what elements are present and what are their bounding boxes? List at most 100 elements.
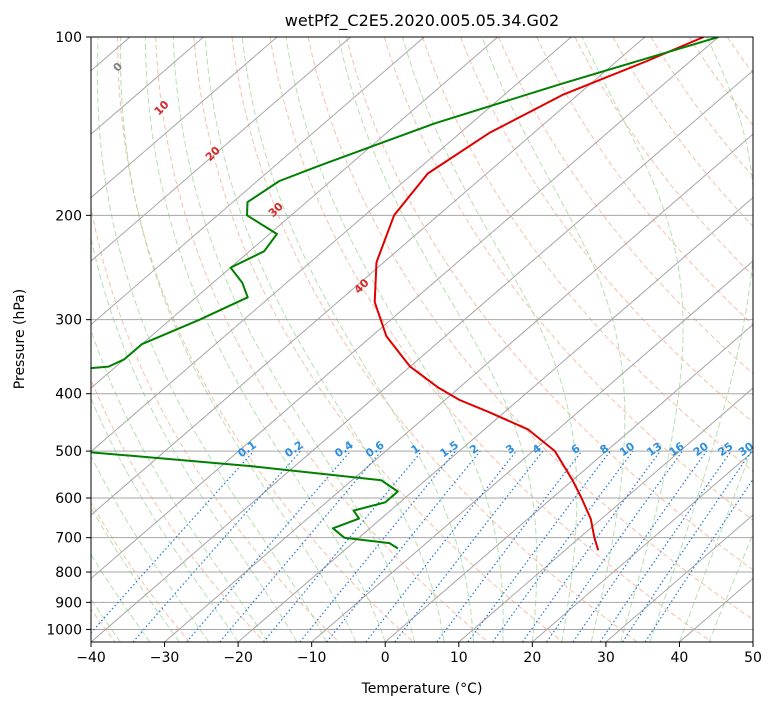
isotherm-line — [0, 37, 56, 642]
background-lines — [0, 37, 775, 642]
dewpoint-line — [91, 37, 719, 550]
mixing-ratio-line — [326, 450, 481, 642]
moist-adiabat-line — [678, 444, 753, 642]
profile-lines — [91, 37, 719, 551]
dry-adiabat-line — [231, 37, 638, 642]
y-tick-label: 700 — [55, 531, 82, 547]
dry-adiabat-line — [574, 37, 753, 277]
mixing-ratio-line — [394, 450, 544, 642]
mixing-ratio-label: 30 — [736, 439, 756, 459]
x-tick-label: 40 — [671, 650, 689, 666]
mixing-ratio-label: 10 — [617, 439, 637, 459]
mixing-ratio-line — [522, 450, 661, 642]
mixing-ratio-line — [467, 450, 611, 642]
dry-adiabat-line — [193, 37, 563, 642]
dry-adiabat-label: 40 — [352, 276, 372, 296]
mixing-ratio-line — [263, 450, 423, 642]
mixing-ratio-line — [492, 450, 634, 642]
mixing-ratio-line — [219, 450, 382, 642]
mixing-ratio-label: 6 — [569, 442, 583, 457]
moist-adiabat-line — [581, 37, 684, 642]
moist-adiabat-line — [119, 37, 357, 642]
mixing-ratio-label: 3 — [503, 442, 517, 457]
mixing-ratio-line — [436, 450, 583, 642]
dry-adiabat-line — [155, 37, 489, 642]
y-tick-label: 300 — [55, 313, 82, 329]
mixing-ratio-label: 1.5 — [438, 438, 461, 460]
dry-adiabat-line — [91, 378, 265, 642]
mixing-ratio-line — [132, 450, 302, 642]
isotherm-line — [91, 37, 204, 135]
chart-title: wetPf2_C2E5.2020.005.05.34.G02 — [285, 11, 559, 31]
moist-adiabat-line — [91, 397, 239, 642]
moist-adiabat-line — [337, 37, 538, 642]
dry-adiabat-line — [765, 37, 775, 642]
x-tick-label: 20 — [523, 650, 541, 666]
mixing-ratio-label: 0.6 — [363, 438, 387, 460]
mixing-ratio-line — [299, 450, 456, 642]
moist-adiabat-line — [91, 328, 268, 642]
dry-adiabat-line — [536, 37, 753, 326]
dry-adiabat-line — [91, 204, 340, 642]
isotherm-line — [605, 514, 753, 642]
axes: −40 −30 −20 −10 0 10 20 30 40 5010020030040050060… — [46, 30, 762, 666]
dry-adiabat-line — [460, 37, 753, 424]
isotherm-line — [237, 196, 753, 642]
y-tick-label: 800 — [55, 565, 82, 581]
moist-adiabat-line — [241, 37, 474, 642]
isotherm-line — [458, 387, 753, 642]
moist-adiabat-line — [172, 37, 416, 642]
mixing-ratio-label: 4 — [530, 442, 544, 457]
mixing-ratio-label: 16 — [667, 439, 687, 459]
mixing-ratio-label: 0.2 — [282, 438, 305, 460]
isotherm-line — [91, 37, 499, 389]
dry-adiabat-line — [91, 501, 191, 642]
isotherm-line — [91, 37, 646, 516]
mixing-ratio-label: 36 — [757, 439, 775, 459]
isotherm-line — [91, 37, 425, 326]
moist-adiabat-line — [401, 37, 578, 642]
isotherm-line — [91, 69, 753, 642]
dry-adiabat-line — [498, 37, 753, 375]
isotherm-line — [164, 133, 753, 642]
isotherm-line — [384, 323, 753, 642]
x-axis-label: Temperature (°C) — [361, 681, 483, 697]
mixing-ratio-line — [644, 478, 753, 642]
x-tick-label: −30 — [150, 650, 180, 666]
temperature-line — [373, 37, 705, 551]
mixing-ratio-label: 13 — [644, 440, 664, 459]
mixing-ratio-label: 20 — [691, 439, 711, 459]
isotherm-line — [91, 37, 278, 199]
dry-adiabat-line — [117, 37, 414, 642]
dry-adiabat-line — [688, 37, 753, 127]
mixing-ratio-label: 1 — [409, 442, 423, 457]
dry-adiabat-line — [422, 37, 753, 472]
moist-adiabat-line — [91, 235, 298, 642]
y-tick-label: 600 — [55, 491, 82, 507]
dry-adiabat-line — [269, 37, 713, 642]
mixing-ratio-label: 0.4 — [332, 438, 356, 460]
isotherm-line — [91, 37, 572, 453]
isotherm-line — [532, 450, 753, 642]
dry-adiabat-line — [383, 37, 753, 521]
moist-adiabat-line — [649, 37, 753, 642]
dry-adiabat-line — [650, 37, 753, 178]
dry-adiabat-label: -20 — [30, 25, 53, 48]
x-tick-label: 50 — [744, 650, 762, 666]
isotherm-line — [91, 37, 719, 580]
y-tick-label: 1000 — [46, 622, 82, 638]
mixing-ratio-line — [572, 450, 707, 642]
mixing-ratio-line — [546, 450, 683, 642]
dry-adiabat-label: -30 — [0, 25, 15, 48]
mixing-ratio-line — [599, 450, 732, 642]
x-tick-label: −10 — [297, 650, 327, 666]
y-tick-label: 100 — [55, 30, 82, 46]
y-tick-label: 900 — [55, 595, 82, 611]
isotherm-line — [311, 260, 753, 642]
moist-adiabat-line — [481, 37, 626, 642]
dry-adiabat-line — [612, 37, 753, 228]
dry-adiabat-line — [726, 37, 753, 75]
y-tick-label: 400 — [55, 387, 82, 403]
mixing-ratio-line — [622, 450, 753, 642]
isotherm-line — [752, 641, 753, 642]
